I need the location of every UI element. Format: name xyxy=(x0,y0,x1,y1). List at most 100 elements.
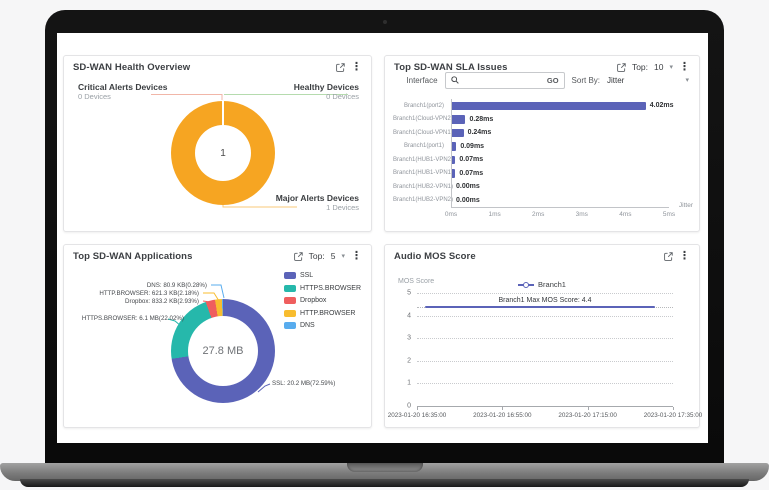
laptop-base xyxy=(0,463,769,481)
sla-bar-value: 0.09ms xyxy=(460,142,485,150)
line-series-marker-icon xyxy=(518,281,535,288)
sla-bar-track: 0.07ms xyxy=(451,166,693,180)
mos-gridline xyxy=(417,383,673,385)
sla-x-tick-label: 2ms xyxy=(532,211,545,218)
dashboard-screen: SD-WAN Health Overview ⋮ 1 Critical Aler… xyxy=(57,33,708,443)
health-label-critical: Critical Alerts Devices 0 Devices xyxy=(78,82,168,101)
mos-x-tick xyxy=(587,407,589,410)
major-alerts-name: Major Alerts Devices xyxy=(275,193,359,203)
panel-title: Top SD-WAN Applications xyxy=(73,250,193,262)
sla-bar-value: 0.00ms xyxy=(456,196,480,204)
panel-title: Audio MOS Score xyxy=(394,250,476,262)
sla-bar-row: Branch1(HUB2-VPN1) 0.00ms xyxy=(393,180,693,194)
kebab-menu-icon[interactable]: ⋮ xyxy=(679,249,690,262)
top-n-value[interactable]: 5 xyxy=(330,251,336,261)
sla-bar-track: 4.02ms xyxy=(451,99,693,113)
legend-item-Dropbox[interactable]: Dropbox xyxy=(283,297,361,304)
panel-header: Top SD-WAN SLA Issues Top: 10 ▾ ⋮ xyxy=(385,56,699,78)
healthy-devices-count: 0 Devices xyxy=(326,91,359,101)
export-icon[interactable] xyxy=(293,251,303,261)
sla-x-tick-label: 1ms xyxy=(488,211,501,218)
healthy-devices-name: Healthy Devices xyxy=(293,82,359,92)
mos-y-tick-label: 2 xyxy=(407,357,411,365)
sla-bar-value: 0.28ms xyxy=(469,115,494,123)
sla-category-label: Branch1(port2) xyxy=(403,102,444,109)
legend-chip xyxy=(283,272,296,279)
mos-y-tick-label: 3 xyxy=(407,334,411,342)
mos-y-tick-label: 0 xyxy=(407,402,411,410)
kebab-menu-icon[interactable]: ⋮ xyxy=(679,60,690,73)
interface-search-input[interactable] xyxy=(461,74,544,86)
legend-label: DNS xyxy=(299,322,315,329)
sla-bar-row: Branch1(port2) 4.02ms xyxy=(393,99,693,113)
legend-chip xyxy=(283,322,296,329)
chevron-down-icon: ▾ xyxy=(685,76,689,84)
sla-bar-value: 0.24ms xyxy=(467,129,492,136)
sla-x-tick-label: 4ms xyxy=(619,211,632,218)
chevron-down-icon[interactable]: ▾ xyxy=(669,63,673,71)
legend-item-HTTP.BROWSER[interactable]: HTTP.BROWSER xyxy=(283,309,361,317)
export-icon[interactable] xyxy=(664,251,673,261)
sort-by-value: Jitter xyxy=(607,75,625,85)
panel-header: Audio MOS Score ⋮ xyxy=(385,245,699,267)
top-n-label: Top: xyxy=(631,62,649,72)
callout-https-browser: HTTPS.BROWSER: 6.1 MB(22.02%) xyxy=(81,315,184,322)
interface-search-box[interactable]: GO xyxy=(444,71,565,89)
sla-bar-row: Branch1(Cloud-VPN2) 0.28ms xyxy=(393,112,693,126)
mos-legend-branch1[interactable]: Branch1 xyxy=(385,280,699,289)
sla-bar-track: 0.00ms xyxy=(451,180,693,194)
laptop-base-shadow xyxy=(20,479,749,487)
sla-bar xyxy=(452,101,646,110)
chevron-down-icon[interactable]: ▾ xyxy=(341,252,345,260)
kebab-menu-icon[interactable]: ⋮ xyxy=(351,60,362,73)
sla-bar-track: 0.00ms xyxy=(451,193,693,207)
top-n-label: Top: xyxy=(308,251,325,261)
critical-alerts-count: 0 Devices xyxy=(78,91,111,101)
callout-dns: DNS: 80.9 KB(0.28%) xyxy=(146,282,207,289)
sla-bar-value: 0.07ms xyxy=(459,169,484,177)
apps-donut-center-value: 27.8 MB xyxy=(188,316,258,386)
mos-line-chart: Branch1 Max MOS Score: 4.4 2023-01-20 16… xyxy=(388,290,702,420)
panel-top-sdwan-applications: Top SD-WAN Applications Top: 5 ▾ ⋮ 27.8 … xyxy=(63,244,372,428)
apps-donut-chart: 27.8 MB xyxy=(171,299,275,403)
legend-label: SSL xyxy=(299,272,314,279)
legend-item-HTTPS.BROWSER[interactable]: HTTPS.BROWSER xyxy=(283,284,361,292)
legend-item-DNS[interactable]: DNS xyxy=(283,322,361,329)
go-button[interactable]: GO xyxy=(546,75,559,85)
sort-by-dropdown[interactable]: Jitter ▾ xyxy=(607,76,689,85)
sla-bar xyxy=(452,169,456,178)
mos-x-tick xyxy=(673,407,674,410)
sla-category-label: Branch1(HUB2-VPN1) xyxy=(393,183,454,190)
sla-bar xyxy=(452,142,457,151)
kebab-menu-icon[interactable]: ⋮ xyxy=(351,249,362,262)
mos-x-tick xyxy=(417,407,418,410)
panel-header: SD-WAN Health Overview ⋮ xyxy=(64,56,371,78)
legend-chip xyxy=(283,284,296,292)
legend-chip xyxy=(283,297,296,304)
sla-bar xyxy=(452,115,466,124)
major-alerts-count: 1 Devices xyxy=(326,202,359,212)
legend-item-SSL[interactable]: SSL xyxy=(283,272,361,279)
sort-by-label: Sort By: xyxy=(571,75,600,85)
sla-x-tick-label: 0ms xyxy=(444,211,458,218)
mos-gridline xyxy=(417,360,673,362)
mos-x-tick xyxy=(502,407,504,410)
callout-dropbox: Dropbox: 833.2 KB(2.93%) xyxy=(125,297,199,305)
export-icon[interactable] xyxy=(336,62,345,72)
sla-bar-track: 0.07ms xyxy=(451,153,693,167)
callout-http-browser: HTTP.BROWSER: 621.3 KB(2.18%) xyxy=(99,290,199,297)
mos-gridline xyxy=(417,315,673,317)
panel-title: Top SD-WAN SLA Issues xyxy=(394,61,508,73)
sla-bar-chart: Branch1(port2) 4.02ms Branch1(Cloud-VPN2) 0… xyxy=(393,99,693,220)
legend-chip xyxy=(283,309,296,317)
critical-alerts-name: Critical Alerts Devices xyxy=(78,82,168,92)
sla-bar-row: Branch1(HUB1-VPN2) 0.07ms xyxy=(393,153,693,167)
top-n-value[interactable]: 10 xyxy=(654,62,664,72)
sla-bar-value: 0.00ms xyxy=(456,183,480,190)
sla-bar-track: 0.24ms xyxy=(451,126,693,140)
health-donut-center-value: 1 xyxy=(195,125,251,181)
sla-bar-track: 0.09ms xyxy=(451,139,693,153)
sla-bar-track: 0.28ms xyxy=(451,112,693,126)
mos-series-line xyxy=(424,306,656,309)
export-icon[interactable] xyxy=(617,62,626,72)
